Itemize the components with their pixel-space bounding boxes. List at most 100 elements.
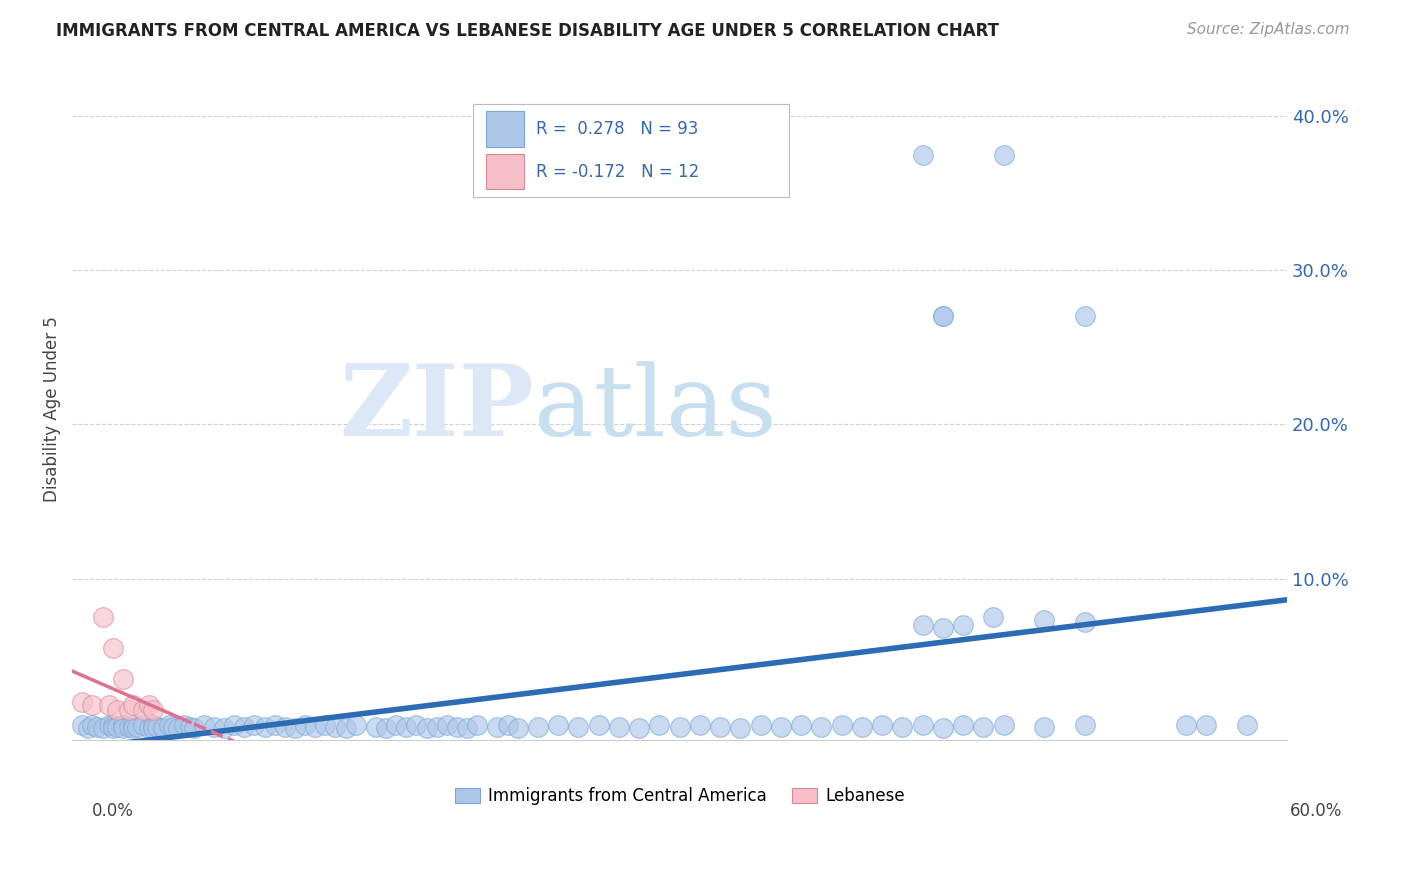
Point (304, 720, 326, 734)
Point (983, 610, 1005, 624)
Point (105, 720, 128, 734)
Point (122, 698, 145, 712)
Point (486, 720, 509, 734)
Point (243, 718, 266, 732)
Point (364, 720, 387, 734)
Point (233, 720, 256, 734)
Point (769, 720, 792, 734)
Point (952, 617, 974, 632)
Text: atlas: atlas (534, 361, 776, 457)
Text: ZIP: ZIP (339, 360, 534, 458)
Point (86, 720, 108, 734)
Point (709, 720, 731, 734)
Point (253, 720, 276, 734)
Point (648, 718, 671, 732)
Point (118, 703, 141, 717)
Point (1174, 718, 1197, 732)
Point (932, 721, 955, 735)
Point (1033, 720, 1056, 734)
Text: 60.0%: 60.0% (1291, 802, 1343, 820)
Point (446, 720, 468, 734)
Point (375, 721, 398, 735)
Point (506, 721, 529, 735)
Point (749, 718, 772, 732)
Point (157, 718, 180, 732)
Point (567, 720, 589, 734)
Point (314, 718, 336, 732)
Point (146, 720, 169, 734)
Point (993, 718, 1015, 732)
Point (911, 147, 934, 161)
Point (132, 703, 155, 717)
Point (972, 720, 994, 734)
Point (395, 720, 418, 734)
Point (810, 720, 832, 734)
Point (132, 718, 155, 732)
Point (111, 718, 134, 732)
Point (911, 718, 934, 732)
Point (790, 718, 813, 732)
Point (993, 147, 1015, 161)
Point (831, 718, 853, 732)
Point (284, 721, 307, 735)
Point (294, 718, 316, 732)
Point (179, 720, 201, 734)
Point (932, 310, 955, 324)
Point (82, 698, 104, 712)
Point (91, 610, 114, 624)
Point (1033, 613, 1056, 627)
Point (263, 718, 285, 732)
Point (101, 721, 124, 735)
Point (628, 721, 651, 735)
Point (932, 310, 955, 324)
Point (202, 720, 225, 734)
Point (1195, 718, 1218, 732)
Text: 0.0%: 0.0% (91, 802, 134, 820)
Point (105, 703, 128, 717)
Point (932, 621, 955, 635)
Point (952, 718, 974, 732)
Point (1236, 718, 1258, 732)
Point (456, 721, 478, 735)
Point (138, 698, 160, 712)
Point (274, 720, 297, 734)
Point (122, 718, 145, 732)
Point (496, 718, 519, 732)
Point (125, 720, 148, 734)
Point (142, 721, 165, 735)
Point (730, 721, 752, 735)
Point (344, 718, 367, 732)
Point (212, 721, 235, 735)
Point (166, 721, 188, 735)
Point (1073, 615, 1095, 629)
Point (142, 718, 165, 732)
Point (527, 720, 550, 734)
Point (72, 718, 94, 732)
Point (588, 718, 610, 732)
Point (547, 718, 569, 732)
Point (1073, 310, 1095, 324)
Point (668, 720, 690, 734)
Point (465, 718, 488, 732)
Point (138, 721, 160, 735)
Point (183, 721, 205, 735)
Point (101, 640, 124, 655)
Legend: Immigrants from Central America, Lebanese: Immigrants from Central America, Lebanes… (449, 780, 911, 812)
Point (101, 718, 124, 732)
Point (870, 718, 893, 732)
Point (142, 703, 165, 717)
Point (72, 695, 94, 709)
Point (689, 718, 711, 732)
Point (193, 718, 215, 732)
Point (111, 672, 134, 686)
Point (97, 698, 120, 712)
Point (111, 721, 134, 735)
Point (891, 720, 914, 734)
Point (385, 718, 408, 732)
Point (405, 718, 427, 732)
Point (82, 718, 104, 732)
Point (436, 718, 458, 732)
Text: IMMIGRANTS FROM CENTRAL AMERICA VS LEBANESE DISABILITY AGE UNDER 5 CORRELATION C: IMMIGRANTS FROM CENTRAL AMERICA VS LEBAN… (56, 22, 1000, 40)
Point (911, 617, 934, 632)
Point (173, 718, 195, 732)
